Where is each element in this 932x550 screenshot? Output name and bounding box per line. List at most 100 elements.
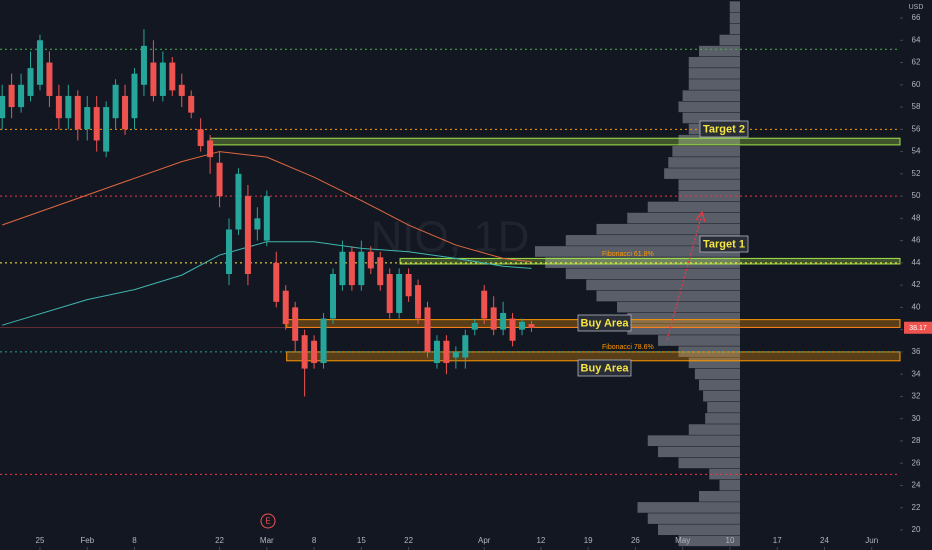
y-tick-label: 20: [912, 525, 921, 534]
earnings-label: E: [265, 517, 270, 526]
candle-body: [169, 62, 176, 91]
candle-body: [131, 73, 138, 119]
x-tick-label: 8: [132, 536, 137, 545]
profile-bar: [688, 68, 740, 79]
candle-body: [282, 290, 289, 325]
y-tick-label: 62: [912, 58, 921, 67]
profile-bar: [658, 524, 740, 536]
y-tick-label: 50: [912, 191, 921, 200]
x-tick-label: 17: [773, 536, 782, 545]
moving-averages: [2, 151, 532, 326]
axes: 2022242628303234363840424446485052545658…: [36, 13, 932, 550]
candle-body: [528, 324, 535, 328]
arrow-head: [695, 210, 706, 223]
profile-bar: [565, 235, 740, 246]
x-tick-label: 10: [726, 536, 735, 545]
candle-body: [74, 95, 81, 130]
profile-bar: [729, 12, 740, 24]
profile-bar: [617, 301, 740, 313]
candle-body: [301, 335, 308, 369]
candle-body: [358, 251, 365, 286]
candle-body: [311, 340, 318, 364]
candle-body: [415, 285, 422, 319]
profile-bar: [678, 179, 740, 191]
profile-bar: [709, 468, 740, 480]
y-tick-label: 58: [912, 102, 921, 111]
y-tick-label: 48: [912, 213, 921, 222]
x-tick-label: Feb: [80, 536, 94, 545]
profile-bar: [545, 257, 740, 268]
watermark: NIO, 1D: [371, 213, 530, 262]
candles: [0, 29, 535, 397]
candle-body: [0, 95, 6, 119]
candle-body: [481, 290, 488, 319]
y-tick-label: 56: [912, 124, 921, 133]
x-tick-label: 22: [404, 536, 413, 545]
profile-bar: [627, 312, 740, 324]
candle-body: [424, 307, 431, 352]
candle-body: [433, 340, 440, 364]
candle-body: [197, 129, 204, 147]
candle-body: [396, 273, 403, 313]
projection-arrow: [666, 213, 703, 341]
profile-bar: [719, 34, 740, 46]
label-box: [577, 314, 632, 332]
candle-body: [140, 45, 147, 85]
y-tick-label: 42: [912, 280, 921, 289]
candle-body: [122, 95, 129, 130]
candle-body: [500, 312, 507, 330]
candle-body: [443, 340, 450, 364]
profile-bar: [658, 446, 740, 458]
candle-body: [292, 307, 299, 341]
candle-body: [84, 107, 91, 130]
x-tick-label: 24: [820, 536, 829, 545]
y-tick-label: 54: [912, 147, 921, 156]
profile-bar: [699, 491, 740, 502]
candle-body: [8, 84, 15, 108]
candle-body: [55, 95, 62, 119]
candle-body: [150, 62, 157, 96]
moving-average: [2, 241, 532, 326]
candle-body: [377, 257, 384, 286]
moving-average: [2, 151, 532, 263]
zone: [286, 351, 901, 362]
candle-body: [216, 162, 223, 197]
x-tick-label: 15: [357, 536, 366, 545]
profile-bar: [707, 401, 740, 413]
candle-body: [27, 68, 34, 96]
price-tag-label: 38.17: [909, 325, 927, 332]
candle-body: [93, 107, 100, 141]
profile-bar: [688, 79, 740, 90]
target-label: Target 2: [703, 123, 745, 135]
profile-bar: [647, 435, 740, 446]
profile-bar: [664, 168, 740, 179]
y-tick-label: 66: [912, 13, 921, 22]
candle-body: [405, 273, 412, 297]
profile-bar: [678, 535, 740, 547]
y-tick-label: 60: [912, 80, 921, 89]
profile-bar: [699, 45, 740, 57]
profile-bar: [682, 90, 740, 101]
zone: [399, 257, 901, 265]
candle-body: [103, 107, 110, 152]
profile-bar: [682, 112, 740, 124]
buy-label: Buy Area: [581, 362, 630, 374]
candle-body: [65, 95, 72, 119]
earnings-marker[interactable]: [260, 513, 276, 529]
profile-bar: [694, 368, 740, 380]
profile-bar: [729, 23, 740, 35]
y-tick-label: 40: [912, 302, 921, 311]
profile-bar: [699, 379, 740, 391]
profile-bar: [658, 335, 740, 346]
profile-bar: [678, 457, 740, 469]
candle-body: [339, 251, 346, 286]
x-tick-label: 26: [631, 536, 640, 545]
candle-body: [490, 307, 497, 330]
y-tick-label: 30: [912, 414, 921, 423]
candle-body: [159, 62, 166, 96]
y-tick-label: 64: [912, 35, 921, 44]
candle-body: [462, 335, 469, 358]
